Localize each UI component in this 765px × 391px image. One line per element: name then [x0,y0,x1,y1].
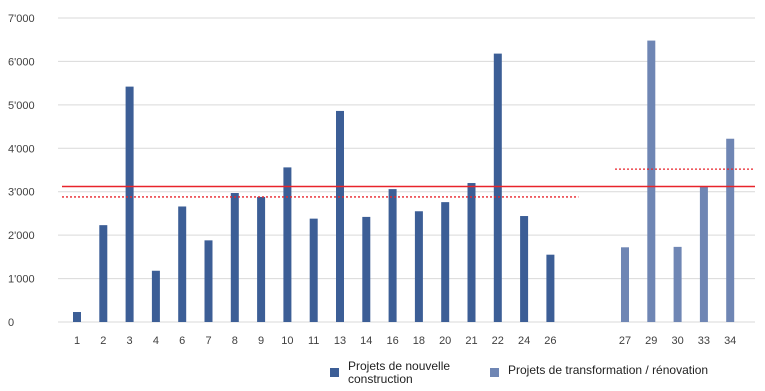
legend: Projets de nouvelle construction Projets… [330,360,760,391]
bar-reno-30 [673,246,682,322]
legend-item-new-construction: Projets de nouvelle construction [330,360,468,386]
x-tick-label: 14 [360,335,372,347]
bars [73,40,735,323]
bar-new-14 [362,216,371,322]
legend-label-renovation: Projets de transformation / rénovation [508,363,709,377]
bar-new-24 [520,216,529,322]
y-tick-label: 1'000 [8,274,35,286]
x-tick-label: 8 [232,335,238,347]
x-tick-label: 2 [100,335,106,347]
x-tick-label: 26 [544,335,556,347]
bar-reno-34 [726,138,735,322]
x-tick-label: 10 [281,335,293,347]
x-tick-label: 30 [671,335,683,347]
x-tick-label: 3 [127,335,133,347]
y-axis-labels: 0 1'000 2'000 3'000 4'000 5'000 6'000 7'000 [8,13,35,329]
bar-new-6 [178,206,187,322]
bar-new-4 [151,270,160,322]
bar-new-11 [309,218,318,322]
y-tick-label: 2'000 [8,230,35,242]
x-tick-label: 24 [518,335,530,347]
bar-new-10 [283,167,292,322]
bar-reno-27 [621,247,629,322]
bar-reno-29 [647,40,656,322]
x-tick-label: 21 [465,335,477,347]
y-tick-label: 3'000 [8,187,35,199]
y-tick-label: 6'000 [8,56,35,68]
bar-new-3 [125,86,134,322]
bar-new-9 [257,196,266,322]
x-tick-label: 9 [258,335,264,347]
x-tick-label: 7 [205,335,211,347]
legend-swatch-renovation [490,368,499,377]
x-tick-label: 29 [645,335,657,347]
x-tick-label: 22 [492,335,504,347]
x-tick-label: 11 [308,335,319,347]
x-tick-label: 27 [619,335,631,347]
x-tick-label: 18 [413,335,425,347]
bar-new-21 [467,183,476,322]
legend-label-new-construction: Projets de nouvelle construction [348,359,451,386]
bar-new-1 [73,312,81,322]
bar-new-16 [388,189,397,322]
bar-new-7 [204,240,213,322]
x-tick-label: 34 [724,335,736,347]
legend-item-renovation: Projets de transformation / rénovation [490,360,708,377]
bar-new-22 [493,53,502,323]
bar-new-26 [546,254,555,322]
x-tick-label: 4 [153,335,159,347]
bar-new-18 [414,211,423,322]
x-tick-label: 6 [179,335,185,347]
bar-reno-33 [699,186,708,322]
bar-new-8 [230,193,239,322]
y-tick-label: 0 [8,317,14,329]
bar-new-2 [99,225,108,322]
x-tick-label: 33 [698,335,710,347]
x-axis-labels: 1 2 3 4 6 7 8 9 10 11 13 14 16 18 20 21 22 24 26 27 29 30 33 34 [74,335,736,347]
y-tick-label: 7'000 [8,13,35,25]
x-tick-label: 20 [439,335,451,347]
x-tick-label: 13 [334,335,346,347]
y-tick-label: 5'000 [8,100,35,112]
bar-new-13 [336,110,344,323]
legend-swatch-new-construction [330,368,339,377]
x-tick-label: 16 [386,335,398,347]
gridlines [58,17,755,323]
reference-lines [62,168,755,198]
bar-new-20 [441,202,450,322]
x-tick-label: 1 [74,335,80,347]
y-tick-label: 4'000 [8,143,35,155]
